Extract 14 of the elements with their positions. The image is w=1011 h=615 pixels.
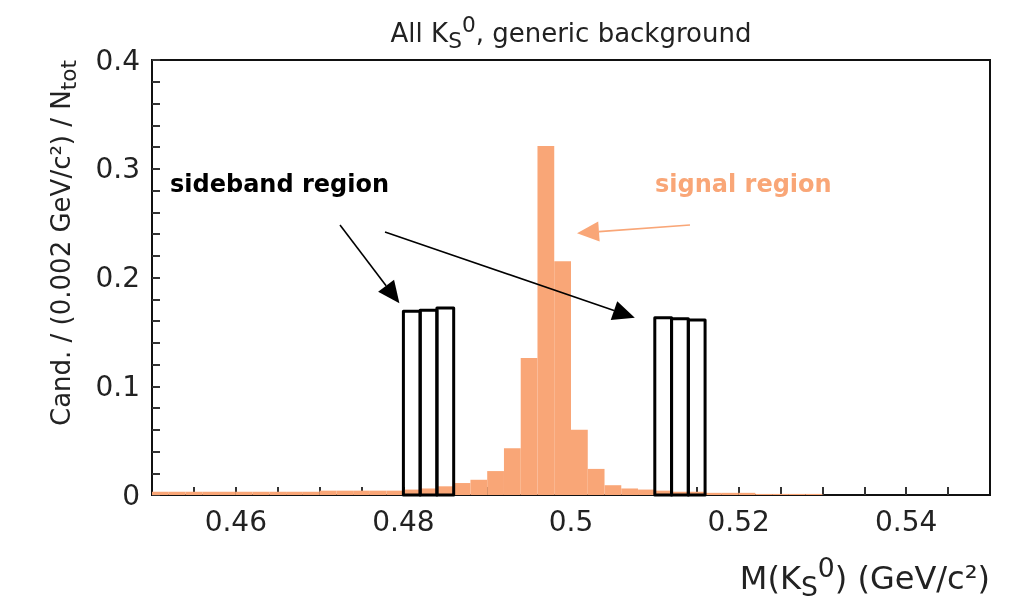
x-tick-label: 0.54 — [875, 504, 938, 538]
text: signal region — [655, 170, 832, 198]
text: sideband region — [170, 170, 390, 198]
x-tick-label: 0.48 — [372, 504, 435, 538]
y-tick-label: 0.3 — [95, 152, 140, 186]
y-tick-label: 0.4 — [95, 43, 140, 77]
x-tick-label: 0.46 — [204, 504, 267, 538]
x-tick-label: 0.52 — [707, 504, 770, 538]
y-tick-label: 0 — [122, 478, 140, 512]
y-tick-label: 0.2 — [95, 261, 140, 294]
x-axis-title: M(K$_{S}$$^{0}$) (GeV/c²) — [739, 552, 990, 603]
y-tick-label: 0.1 — [95, 369, 140, 403]
chart-title: All K$_{S}$$^{0}$, generic background — [390, 12, 752, 53]
x-tick-label: 0.5 — [548, 504, 594, 538]
